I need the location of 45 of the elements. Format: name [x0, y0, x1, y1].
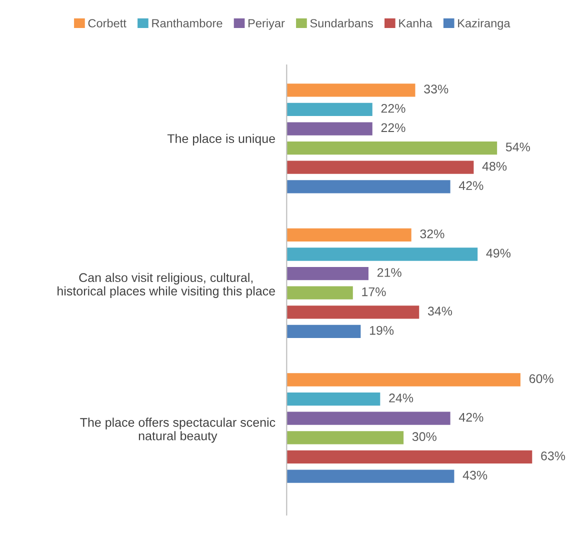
y-tick-label: Can also visit religious, cultural, historical places while visiting this place	[58, 272, 275, 298]
bar	[286, 266, 368, 280]
bar	[286, 286, 353, 300]
bar	[286, 450, 532, 464]
bar	[286, 180, 450, 194]
bar	[286, 102, 372, 116]
data-label: 48%	[482, 162, 507, 171]
y-tick-label: The place offers spectacular scenic natural beauty	[80, 418, 276, 443]
bar	[286, 84, 416, 97]
bar	[286, 248, 478, 261]
data-label: 22%	[381, 123, 406, 132]
bar	[286, 141, 498, 155]
data-label: 60%	[529, 374, 554, 384]
bar	[286, 470, 454, 483]
bar	[286, 306, 420, 319]
y-tick-label: The place is unique	[167, 134, 275, 146]
data-label: 21%	[377, 268, 402, 277]
bar	[286, 373, 520, 386]
data-label: 33%	[424, 84, 448, 94]
data-label: 34%	[428, 306, 452, 316]
data-label: 43%	[462, 470, 488, 480]
data-label: 42%	[458, 181, 484, 190]
data-label: 19%	[370, 326, 394, 335]
legend-label: Corbett	[88, 18, 126, 28]
data-label: 22%	[381, 104, 406, 113]
legend-label: Kanha	[399, 18, 432, 28]
bar	[286, 228, 412, 242]
data-label: 49%	[486, 248, 510, 258]
bar	[286, 122, 372, 136]
bar	[286, 324, 361, 338]
bar	[286, 392, 380, 406]
data-label: 24%	[389, 394, 414, 402]
bar	[286, 412, 450, 425]
data-label: 54%	[506, 142, 530, 152]
data-label: 42%	[458, 412, 484, 422]
data-label: 30%	[412, 432, 436, 442]
bar	[286, 160, 474, 174]
bar	[286, 431, 404, 444]
data-label: 32%	[420, 229, 444, 238]
data-label: 63%	[541, 451, 566, 460]
legend-label: Kaziranga	[458, 18, 510, 30]
data-label: 17%	[362, 287, 386, 296]
legend-label: Sundarbans	[310, 18, 373, 28]
legend-label: Periyar	[248, 18, 285, 30]
legend-label: Ranthambore	[152, 18, 222, 28]
